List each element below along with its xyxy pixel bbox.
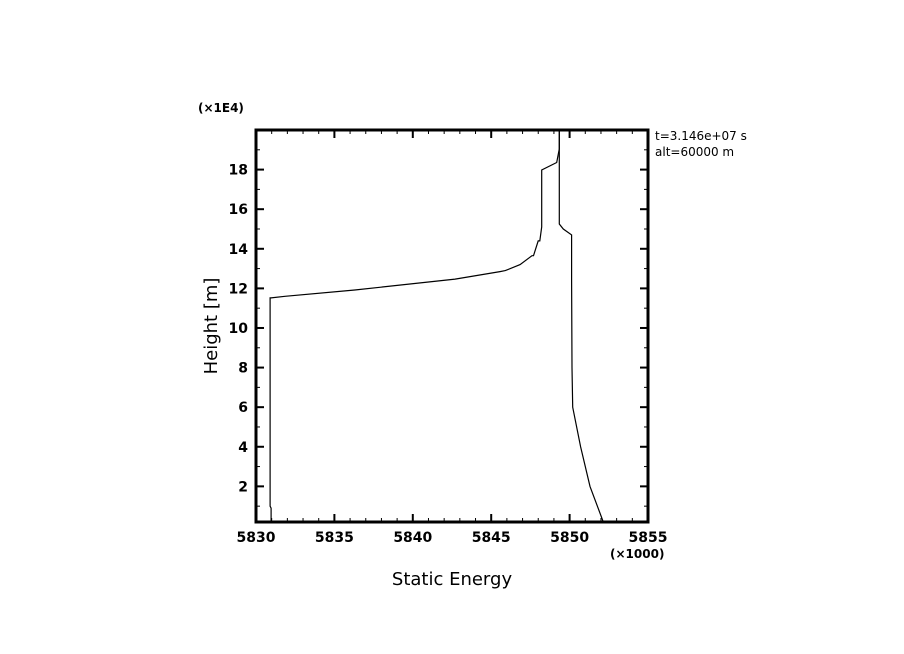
y-tick-label: 4 <box>238 440 248 456</box>
y-tick-label: 14 <box>229 242 249 258</box>
y-tick-label: 12 <box>229 281 248 297</box>
y-tick-label: 10 <box>229 321 249 337</box>
series-line-1 <box>269 130 560 522</box>
y-tick-label: 6 <box>238 400 248 416</box>
y-axis-title: Height [m] <box>201 278 222 375</box>
x-axis-title: Static Energy <box>392 569 513 590</box>
x-tick-label: 5830 <box>237 530 276 546</box>
series-line-2 <box>558 130 604 523</box>
annotation-time: t=3.146e+07 s <box>655 129 747 143</box>
x-tick-label: 5845 <box>472 530 511 546</box>
x-tick-label: 5840 <box>393 530 432 546</box>
y-multiplier-label: (×1E4) <box>198 101 244 115</box>
x-tick-label: 5850 <box>550 530 589 546</box>
plot-frame <box>254 128 650 524</box>
x-tick-label: 5855 <box>629 530 668 546</box>
y-tick-label: 8 <box>238 361 248 377</box>
y-tick-label: 2 <box>238 479 248 495</box>
annotation-alt: alt=60000 m <box>655 145 734 159</box>
x-multiplier-label: (×1000) <box>610 547 664 561</box>
x-tick-label: 5835 <box>315 530 354 546</box>
y-tick-label: 16 <box>229 202 248 218</box>
y-tick-label: 18 <box>229 163 248 179</box>
